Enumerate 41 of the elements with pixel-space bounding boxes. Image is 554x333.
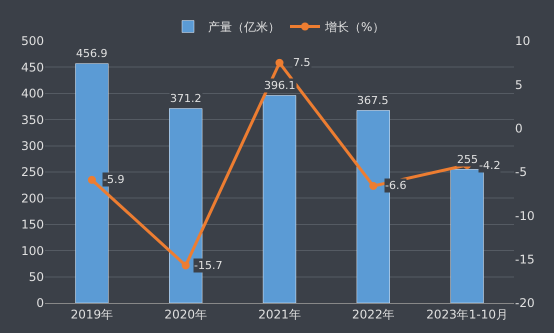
data-label: -15.7	[194, 259, 222, 272]
legend-label: 产量（亿米）	[208, 20, 280, 34]
data-label: 371.2	[170, 92, 202, 105]
point	[276, 58, 284, 67]
y2-tick-label: 5	[515, 78, 523, 92]
data-label: 255	[457, 153, 478, 166]
point	[369, 182, 378, 190]
y-tick-label: 150	[21, 218, 44, 232]
data-label: 7.5	[293, 56, 310, 69]
y-tick-label: 400	[21, 86, 44, 101]
y2-tick-label: -5	[515, 165, 527, 180]
y-tick-label: 500	[21, 34, 44, 48]
bar	[450, 169, 484, 303]
y-tick-label: 50	[28, 270, 44, 284]
y2-tick-label: -15	[515, 252, 535, 267]
x-tick-label: 2023年1-10月	[426, 307, 508, 322]
y-tick-label: 300	[21, 139, 44, 153]
data-label: -6.6	[385, 179, 406, 192]
x-tick-label: 2019年	[70, 307, 114, 322]
data-label: 456.9	[76, 47, 108, 60]
y-tick-label: 450	[21, 60, 44, 74]
y2-tick-label: -10	[515, 208, 535, 223]
data-label: 396.1	[264, 79, 296, 92]
y-tick-label: 350	[21, 112, 44, 127]
y-tick-label: 250	[21, 165, 44, 180]
x-tick-label: 2020年	[164, 307, 207, 322]
bar	[262, 95, 296, 303]
point	[182, 261, 190, 270]
y2-tick-label: 10	[515, 34, 530, 48]
x-tick-label: 2021年	[258, 307, 301, 322]
y-tick-label: 100	[21, 244, 44, 258]
data-label: -4.2	[479, 159, 500, 172]
y2-tick-label: -20	[515, 296, 535, 310]
legend-label: 增长（%）	[324, 20, 384, 34]
point	[88, 176, 96, 184]
x-tick-label: 2022年	[352, 307, 395, 322]
y2-tick-label: 0	[515, 122, 523, 136]
y-tick-label: 0	[36, 296, 44, 310]
y-tick-label: 200	[21, 191, 44, 206]
data-label: -5.9	[103, 173, 124, 186]
data-label: 367.5	[357, 94, 388, 107]
